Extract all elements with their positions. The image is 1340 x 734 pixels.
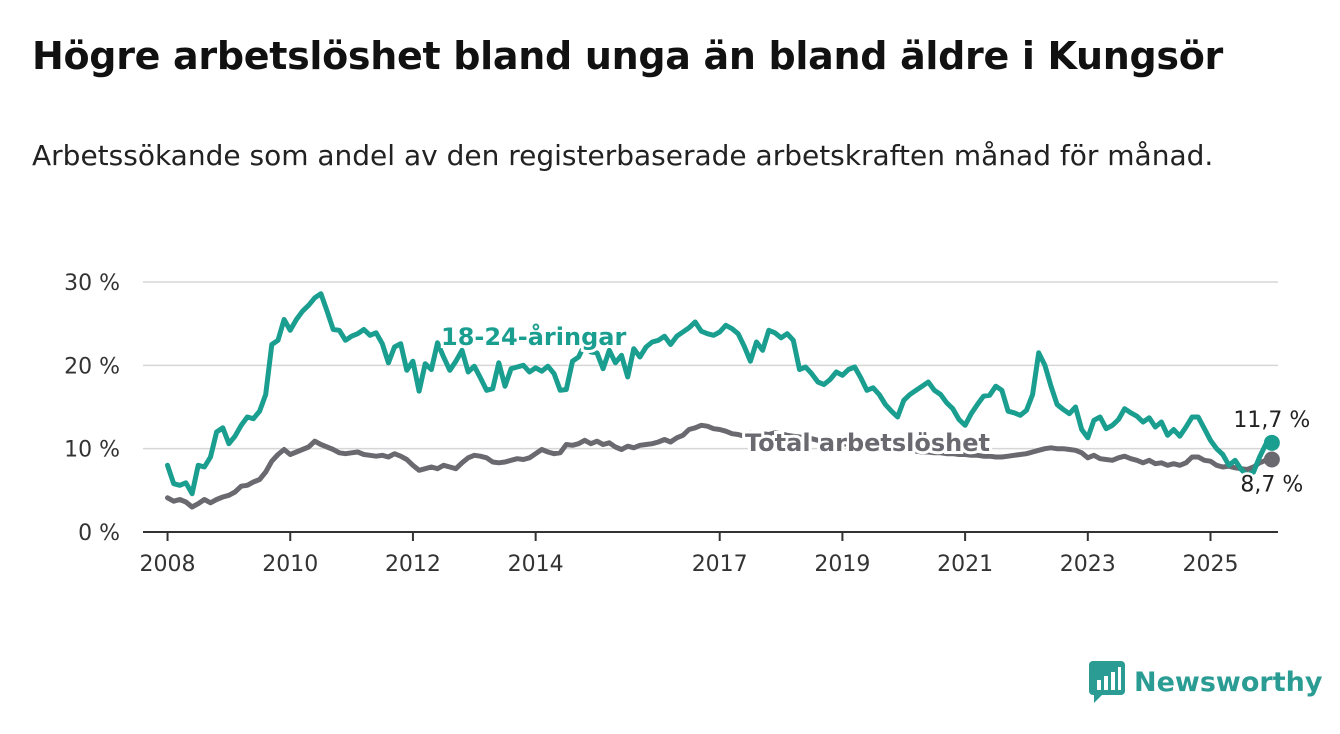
x-tick-label: 2008 [140,552,196,577]
end-point-total [1263,451,1280,468]
series-label-total: Total arbetslöshet [745,429,990,457]
brand-logo: Newsworthy [1088,660,1322,704]
y-tick-label: 30 % [64,271,120,296]
x-tick-label: 2010 [262,552,318,577]
chart-subtitle: Arbetssökande som andel av den registerb… [32,139,1214,172]
end-label-youth: 11,7 % [1233,408,1310,433]
series-line-youth [165,291,1275,497]
x-tick-label: 2025 [1183,552,1239,577]
y-tick-label: 20 % [64,354,120,379]
x-tick-label: 2021 [937,552,993,577]
chart-title: Högre arbetslöshet bland unga än bland ä… [32,34,1223,78]
x-tick-label: 2019 [814,552,870,577]
newsworthy-logo-icon [1089,661,1125,703]
x-tick-label: 2014 [508,552,564,577]
y-tick-label: 0 % [78,521,120,546]
series-labels: 18-24-åringar Total arbetslöshet 11,7 % 8,7… [438,319,1313,500]
x-tick-label: 2017 [692,552,748,577]
series-label-youth: 18-24-åringar [441,322,626,351]
series-line-total [165,422,1275,510]
x-tick-label: 2012 [385,552,441,577]
y-tick-label: 10 % [64,438,120,463]
end-label-total: 8,7 % [1240,473,1303,498]
series-lines [165,291,1280,510]
x-tick-label: 2023 [1060,552,1116,577]
brand-name: Newsworthy [1134,666,1323,698]
grid-lines [143,281,1278,450]
end-point-youth [1263,434,1280,451]
axes: 0 % 10 % 20 % 30 % 2008 2010 2012 2014 2017 2019 2… [64,271,1278,577]
